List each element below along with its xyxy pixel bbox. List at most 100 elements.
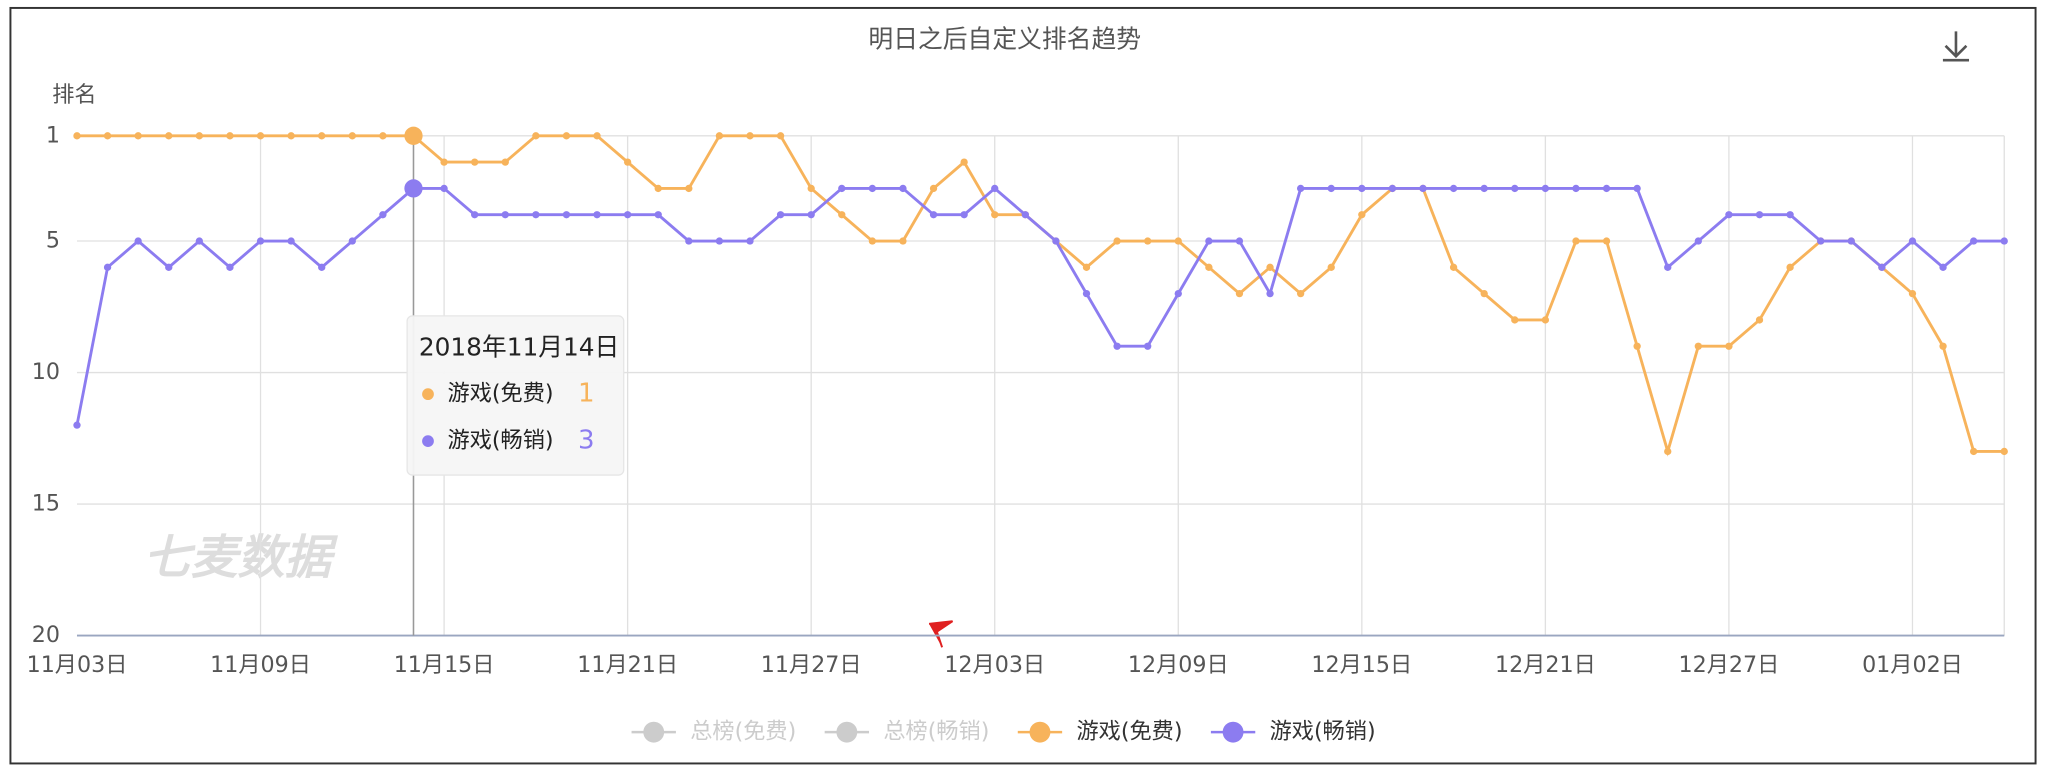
point: [715, 132, 724, 140]
point: [1664, 263, 1672, 271]
legend-label[interactable]: 游戏(免费): [1076, 719, 1182, 745]
point: [1664, 447, 1672, 456]
legend-marker: [1029, 721, 1051, 743]
point: [287, 237, 295, 245]
point: [379, 132, 387, 140]
flag-icon: [928, 620, 954, 648]
x-tick-label: 11月15日: [394, 652, 495, 678]
point: [440, 158, 448, 166]
point: [471, 158, 479, 166]
point: [1144, 237, 1152, 245]
point: [73, 421, 81, 429]
tooltip-name: 游戏(畅销): [448, 428, 554, 454]
series-line: [75, 186, 2005, 426]
point: [318, 263, 326, 271]
point: [1725, 211, 1733, 219]
frame: [9, 6, 2037, 765]
legend-marker: [836, 721, 858, 743]
point: [1144, 342, 1152, 350]
point: [501, 211, 509, 219]
point: [226, 132, 234, 140]
point: [991, 184, 999, 193]
point: [1908, 237, 1917, 245]
point: [471, 211, 479, 219]
watermark: 七麦数据: [144, 531, 339, 586]
tooltip-value: 3: [578, 426, 595, 456]
legend-marker: [643, 721, 665, 743]
point: [715, 237, 724, 245]
point: [899, 184, 907, 193]
x-tick-label: 12月09日: [1128, 652, 1229, 678]
point: [1174, 237, 1182, 245]
legend-label[interactable]: 总榜(畅销): [883, 719, 989, 745]
point: [1969, 447, 1978, 456]
point: [318, 132, 326, 140]
point: [1449, 263, 1458, 271]
point: [1205, 263, 1213, 271]
legend-label[interactable]: 总榜(免费): [690, 719, 796, 745]
x-tick-label: 11月27日: [761, 652, 862, 678]
point: [960, 211, 968, 219]
point: [1327, 184, 1335, 193]
point: [562, 132, 571, 140]
point: [960, 158, 968, 166]
legend-marker: [1222, 721, 1244, 743]
point: [838, 184, 846, 193]
point: [287, 132, 295, 140]
point: [838, 211, 846, 219]
x-tick-label: 12月27日: [1679, 652, 1780, 678]
legend-label[interactable]: 游戏(畅销): [1270, 719, 1376, 745]
point: [195, 237, 204, 245]
point: [379, 211, 387, 219]
point: [1205, 237, 1213, 245]
point: [256, 237, 265, 245]
point: [1113, 342, 1121, 350]
point: [165, 132, 173, 140]
point: [1847, 237, 1855, 245]
point: [1725, 342, 1733, 350]
point: [1082, 289, 1091, 298]
point: [348, 237, 356, 245]
point: [685, 184, 693, 193]
point: [929, 211, 938, 219]
point: [1266, 263, 1274, 271]
point: [348, 132, 356, 140]
point: [195, 132, 204, 140]
point: [1174, 289, 1182, 298]
point: [1969, 237, 1978, 245]
point: [2000, 237, 2008, 245]
point: [623, 211, 632, 219]
point: [1052, 237, 1060, 245]
point: [1694, 342, 1702, 350]
point: [746, 237, 754, 245]
point: [226, 263, 234, 271]
point: [1511, 184, 1519, 193]
point: [1480, 289, 1488, 298]
download-icon[interactable]: [1942, 31, 1970, 62]
point: [807, 211, 815, 219]
point: [1327, 263, 1335, 271]
point: [1541, 316, 1550, 324]
tooltip-box: [406, 315, 625, 476]
point: [256, 132, 265, 140]
tooltip-dot: [422, 435, 434, 448]
y-tick-label: 5: [46, 228, 60, 254]
point: [623, 158, 632, 166]
tooltip-name: 游戏(免费): [448, 381, 554, 407]
point: [1602, 184, 1611, 193]
x-tick-label: 11月09日: [210, 652, 311, 678]
x-tick-label: 12月03日: [944, 652, 1045, 678]
point: [1572, 237, 1580, 245]
point: [73, 132, 81, 140]
point: [654, 211, 662, 219]
point: [1939, 342, 1947, 350]
point: [1939, 263, 1947, 271]
point: [1817, 237, 1825, 245]
point: [1082, 263, 1091, 271]
x-tick-label: 11月03日: [27, 652, 128, 678]
point: [1235, 237, 1244, 245]
point: [868, 237, 877, 245]
tooltip-value: 1: [578, 379, 595, 409]
